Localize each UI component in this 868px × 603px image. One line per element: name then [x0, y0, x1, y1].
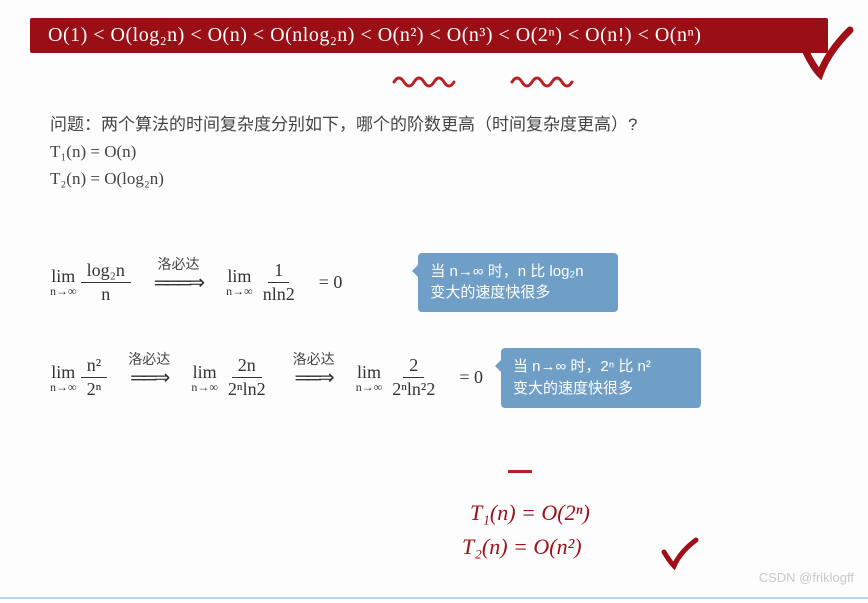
lim-sub: n→∞: [50, 381, 77, 393]
frac-den: 2ⁿln2: [222, 378, 272, 399]
squiggle-annotation-1: [392, 72, 462, 90]
red-underline-annotation: [508, 470, 532, 473]
question-t2: T₂(n) = O(log₂n): [50, 165, 838, 192]
frac-num: 2: [403, 356, 424, 378]
frac-num: 2n: [232, 356, 262, 378]
callout-line: 当 n→∞ 时，n 比 log₂n: [430, 261, 606, 283]
question-prompt: 问题：两个算法的时间复杂度分别如下，哪个的阶数更高（时间复杂度更高）?: [50, 111, 838, 138]
lim-sub: n→∞: [226, 285, 253, 297]
frac-num: 1: [268, 261, 289, 283]
frac-den: n: [95, 283, 116, 304]
complexity-order-text: O(1) < O(log₂n) < O(n) < O(nlog₂n) < O(n…: [48, 24, 701, 46]
frac-num: log₂n: [81, 261, 131, 283]
callout-2: 当 n→∞ 时，2ⁿ 比 n² 变大的速度快很多: [501, 348, 701, 408]
callout-line: 变大的速度快很多: [430, 282, 606, 304]
frac-den: 2ⁿ: [81, 378, 108, 399]
complexity-order-banner: O(1) < O(log₂n) < O(n) < O(nlog₂n) < O(n…: [30, 18, 828, 53]
bottom-rule: [0, 597, 868, 599]
lim-sub: n→∞: [50, 285, 77, 297]
frac-den: 2ⁿln²2: [386, 378, 441, 399]
handwritten-t2: T₂(n) = O(n²): [462, 534, 582, 560]
frac-num: n²: [81, 356, 107, 378]
math-expression-1: limn→∞ log₂nn 洛必达═══⇒ limn→∞ 1nln2 = 0 当…: [50, 253, 868, 313]
handwritten-t1: T₁(n) = O(2ⁿ): [470, 500, 590, 526]
callout-line: 当 n→∞ 时，2ⁿ 比 n²: [513, 356, 689, 378]
question-block: 问题：两个算法的时间复杂度分别如下，哪个的阶数更高（时间复杂度更高）? T₁(n…: [50, 111, 838, 193]
equals-zero: = 0: [319, 272, 343, 293]
lhopital-arrow: 洛必达══⇒: [125, 365, 173, 390]
frac-den: nln2: [257, 283, 301, 304]
question-t1: T₁(n) = O(n): [50, 138, 838, 165]
squiggle-annotation-2: [510, 72, 582, 90]
watermark: CSDN @friklogff: [759, 570, 854, 585]
checkmark-small-icon: [660, 536, 700, 570]
lhopital-arrow: 洛必达═══⇒: [149, 270, 208, 295]
lim-sub: n→∞: [356, 381, 383, 393]
lim-sub: n→∞: [191, 381, 218, 393]
math-expression-2: limn→∞ n²2ⁿ 洛必达══⇒ limn→∞ 2n2ⁿln2 洛必达══⇒…: [50, 348, 868, 408]
callout-1: 当 n→∞ 时，n 比 log₂n 变大的速度快很多: [418, 253, 618, 313]
callout-line: 变大的速度快很多: [513, 378, 689, 400]
lhopital-arrow: 洛必达══⇒: [290, 365, 338, 390]
equals-zero: = 0: [459, 367, 483, 388]
